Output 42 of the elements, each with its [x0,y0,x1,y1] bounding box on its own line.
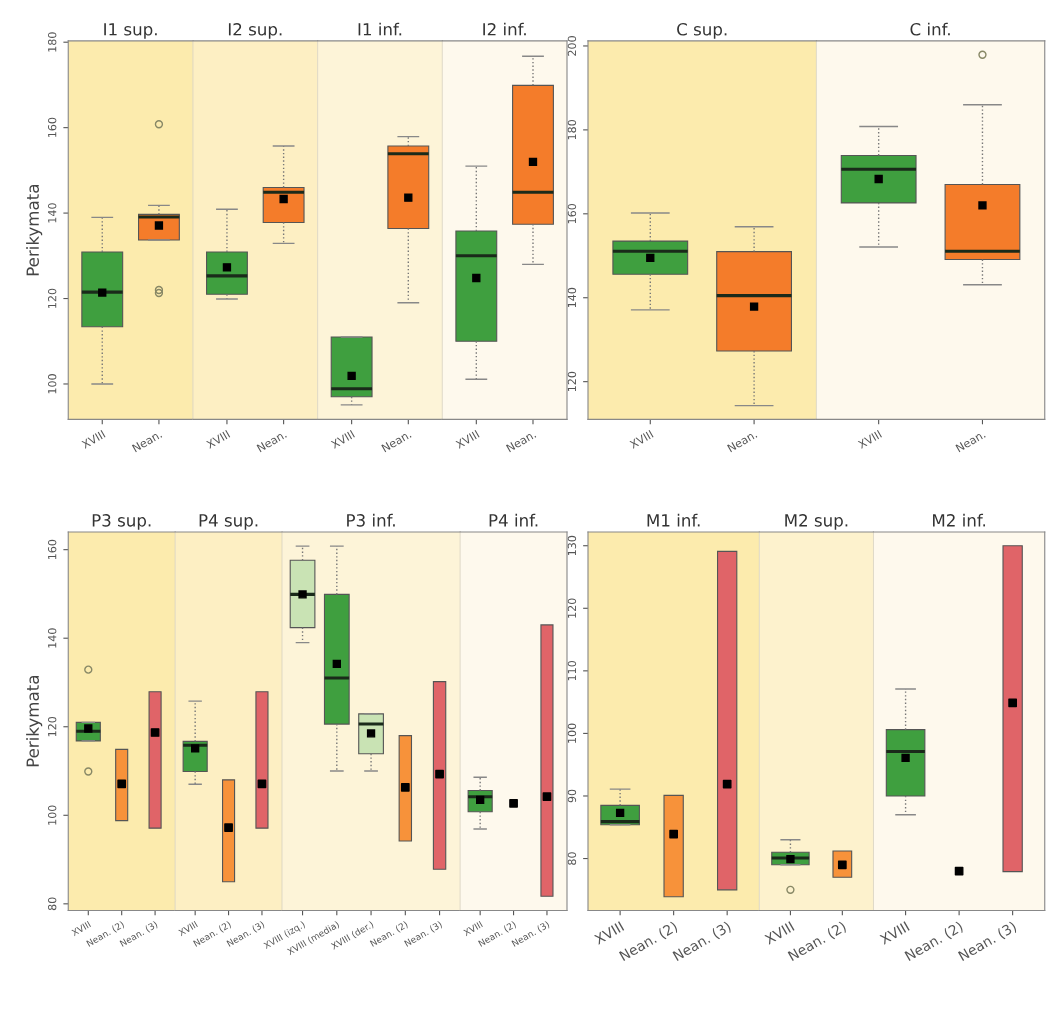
chart-title: P4 inf. [489,513,538,527]
chart-title: P3 sup. [92,514,151,530]
y-tick-label: 200 [567,36,577,56]
y-axis-title: Perikymata [26,185,43,276]
x-tick-label: Nean. [955,430,986,453]
chart-title: P4 sup. [199,514,258,530]
y-tick-label: 160 [47,117,57,138]
y-tick-label: 80 [47,897,57,911]
y-tick-label: 140 [47,628,57,648]
chart-title: M2 inf. [933,513,986,527]
chart-title: I1 sup. [104,23,157,39]
chart-title: C sup. [677,22,727,39]
y-tick-label: 120 [47,716,57,737]
chart-title: C inf. [910,22,950,36]
x-tick-label: Nean. [131,430,163,453]
y-tick-label: 90 [567,789,577,803]
y-tick-label: 80 [567,852,577,865]
x-tick-label: Nean. [505,430,537,453]
y-tick-label: 100 [47,805,57,825]
y-tick-label: 160 [47,539,57,560]
y-tick-label: 140 [47,203,57,223]
chart-title: I2 inf. [483,22,526,36]
x-tick-label: Nean. [727,430,758,453]
chart-title: P3 inf. [347,513,395,527]
y-tick-label: 120 [47,288,57,308]
y-axis-title: Perikymata [26,676,43,767]
y-tick-label: 160 [567,203,577,224]
x-tick-label: Nean. [256,430,287,453]
chart-title: I2 sup. [228,22,282,39]
y-tick-label: 100 [47,374,57,394]
chart-title: M2 sup. [785,514,848,530]
chart-title: I1 inf. [358,22,402,36]
y-tick-label: 100 [567,723,577,743]
y-tick-label: 180 [567,120,577,140]
x-tick-label: Nean. [381,430,412,453]
y-tick-label: 140 [567,287,577,308]
chart-title: M1 inf. [647,513,700,527]
y-tick-label: 120 [567,598,577,618]
y-tick-label: 120 [567,371,577,392]
y-tick-label: 110 [567,660,577,681]
y-tick-label: 180 [47,32,57,52]
y-tick-label: 130 [567,535,577,556]
